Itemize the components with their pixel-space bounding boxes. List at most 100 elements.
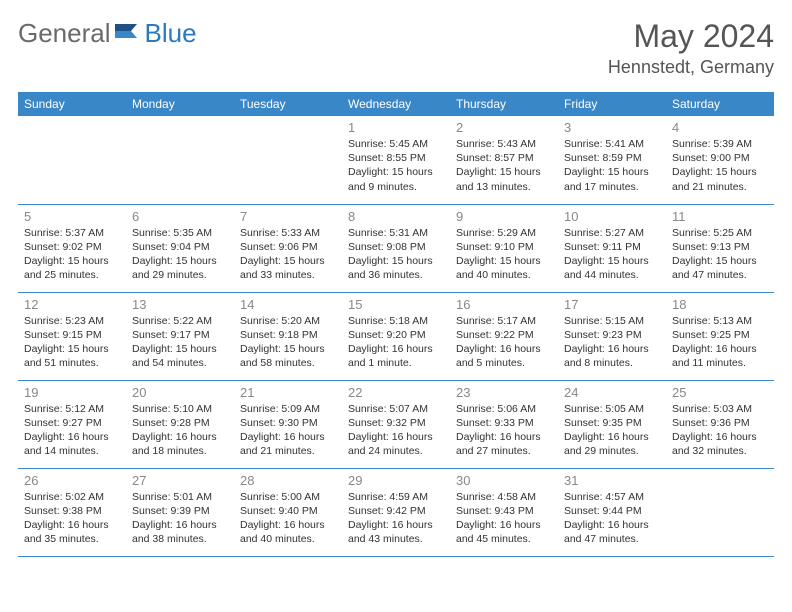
daylight-text: Daylight: 16 hours and 1 minute. [348,342,444,370]
calendar-cell: 12Sunrise: 5:23 AMSunset: 9:15 PMDayligh… [18,292,126,380]
daylight-text: Daylight: 16 hours and 35 minutes. [24,518,120,546]
calendar-cell: 8 Sunrise: 5:31 AMSunset: 9:08 PMDaylight… [342,204,450,292]
calendar-cell [234,116,342,204]
weekday-header: Monday [126,92,234,116]
sunset-text: Sunset: 9:36 PM [672,416,768,430]
day-number: 29 [348,473,444,488]
daylight-text: Daylight: 15 hours and 13 minutes. [456,165,552,193]
sunset-text: Sunset: 9:35 PM [564,416,660,430]
daylight-text: Daylight: 15 hours and 33 minutes. [240,254,336,282]
calendar-cell: 19Sunrise: 5:12 AMSunset: 9:27 PMDayligh… [18,380,126,468]
calendar-cell: 11Sunrise: 5:25 AMSunset: 9:13 PMDayligh… [666,204,774,292]
day-number: 25 [672,385,768,400]
sunrise-text: Sunrise: 4:59 AM [348,490,444,504]
sunset-text: Sunset: 9:04 PM [132,240,228,254]
sunrise-text: Sunrise: 5:07 AM [348,402,444,416]
sunrise-text: Sunrise: 5:29 AM [456,226,552,240]
day-number: 20 [132,385,228,400]
daylight-text: Daylight: 16 hours and 32 minutes. [672,430,768,458]
calendar-cell [126,116,234,204]
daylight-text: Daylight: 15 hours and 25 minutes. [24,254,120,282]
sunset-text: Sunset: 9:33 PM [456,416,552,430]
daylight-text: Daylight: 15 hours and 44 minutes. [564,254,660,282]
day-info: Sunrise: 5:31 AMSunset: 9:08 PMDaylight:… [348,226,444,283]
sunset-text: Sunset: 9:10 PM [456,240,552,254]
daylight-text: Daylight: 16 hours and 18 minutes. [132,430,228,458]
sunset-text: Sunset: 9:18 PM [240,328,336,342]
sunrise-text: Sunrise: 5:15 AM [564,314,660,328]
day-info: Sunrise: 5:45 AMSunset: 8:55 PMDaylight:… [348,137,444,194]
title-block: May 2024 Hennstedt, Germany [608,18,774,78]
sunrise-text: Sunrise: 5:18 AM [348,314,444,328]
sunrise-text: Sunrise: 5:39 AM [672,137,768,151]
location: Hennstedt, Germany [608,57,774,78]
calendar-cell: 20Sunrise: 5:10 AMSunset: 9:28 PMDayligh… [126,380,234,468]
calendar-row: 5Sunrise: 5:37 AMSunset: 9:02 PMDaylight… [18,204,774,292]
daylight-text: Daylight: 16 hours and 27 minutes. [456,430,552,458]
day-info: Sunrise: 4:57 AMSunset: 9:44 PMDaylight:… [564,490,660,547]
sunset-text: Sunset: 8:59 PM [564,151,660,165]
calendar-cell: 16Sunrise: 5:17 AMSunset: 9:22 PMDayligh… [450,292,558,380]
calendar-cell: 7Sunrise: 5:33 AMSunset: 9:06 PMDaylight… [234,204,342,292]
sunset-text: Sunset: 9:06 PM [240,240,336,254]
sunset-text: Sunset: 9:43 PM [456,504,552,518]
daylight-text: Daylight: 16 hours and 8 minutes. [564,342,660,370]
sunset-text: Sunset: 9:32 PM [348,416,444,430]
daylight-text: Daylight: 15 hours and 47 minutes. [672,254,768,282]
day-info: Sunrise: 5:43 AMSunset: 8:57 PMDaylight:… [456,137,552,194]
day-number: 26 [24,473,120,488]
sunrise-text: Sunrise: 5:31 AM [348,226,444,240]
brand-part2: Blue [145,18,197,49]
sunset-text: Sunset: 8:55 PM [348,151,444,165]
sunrise-text: Sunrise: 5:37 AM [24,226,120,240]
day-info: Sunrise: 4:58 AMSunset: 9:43 PMDaylight:… [456,490,552,547]
daylight-text: Daylight: 16 hours and 5 minutes. [456,342,552,370]
flag-icon [115,20,143,47]
sunrise-text: Sunrise: 5:01 AM [132,490,228,504]
calendar-cell: 23Sunrise: 5:06 AMSunset: 9:33 PMDayligh… [450,380,558,468]
calendar-row: 1Sunrise: 5:45 AMSunset: 8:55 PMDaylight… [18,116,774,204]
daylight-text: Daylight: 15 hours and 36 minutes. [348,254,444,282]
daylight-text: Daylight: 15 hours and 51 minutes. [24,342,120,370]
day-number: 5 [24,209,120,224]
calendar-cell: 10Sunrise: 5:27 AMSunset: 9:11 PMDayligh… [558,204,666,292]
day-number: 8 [348,209,444,224]
calendar-cell: 25Sunrise: 5:03 AMSunset: 9:36 PMDayligh… [666,380,774,468]
day-info: Sunrise: 5:15 AMSunset: 9:23 PMDaylight:… [564,314,660,371]
day-number: 15 [348,297,444,312]
day-info: Sunrise: 5:33 AMSunset: 9:06 PMDaylight:… [240,226,336,283]
sunset-text: Sunset: 9:27 PM [24,416,120,430]
day-number: 17 [564,297,660,312]
weekday-header-row: Sunday Monday Tuesday Wednesday Thursday… [18,92,774,116]
day-number: 21 [240,385,336,400]
sunrise-text: Sunrise: 5:02 AM [24,490,120,504]
day-number: 3 [564,120,660,135]
weekday-header: Friday [558,92,666,116]
sunset-text: Sunset: 9:30 PM [240,416,336,430]
day-number: 12 [24,297,120,312]
calendar-cell: 21Sunrise: 5:09 AMSunset: 9:30 PMDayligh… [234,380,342,468]
day-number: 6 [132,209,228,224]
day-number: 19 [24,385,120,400]
calendar-cell: 9Sunrise: 5:29 AMSunset: 9:10 PMDaylight… [450,204,558,292]
day-number: 11 [672,209,768,224]
day-info: Sunrise: 5:00 AMSunset: 9:40 PMDaylight:… [240,490,336,547]
sunset-text: Sunset: 9:44 PM [564,504,660,518]
day-number: 13 [132,297,228,312]
sunrise-text: Sunrise: 5:17 AM [456,314,552,328]
sunrise-text: Sunrise: 5:33 AM [240,226,336,240]
brand-part1: General [18,18,111,49]
day-info: Sunrise: 5:01 AMSunset: 9:39 PMDaylight:… [132,490,228,547]
weekday-header: Thursday [450,92,558,116]
daylight-text: Daylight: 15 hours and 58 minutes. [240,342,336,370]
month-title: May 2024 [608,18,774,55]
daylight-text: Daylight: 15 hours and 9 minutes. [348,165,444,193]
day-number: 30 [456,473,552,488]
day-number: 9 [456,209,552,224]
daylight-text: Daylight: 16 hours and 47 minutes. [564,518,660,546]
day-number: 4 [672,120,768,135]
sunrise-text: Sunrise: 5:10 AM [132,402,228,416]
sunset-text: Sunset: 9:38 PM [24,504,120,518]
calendar-cell: 18Sunrise: 5:13 AMSunset: 9:25 PMDayligh… [666,292,774,380]
sunrise-text: Sunrise: 5:06 AM [456,402,552,416]
